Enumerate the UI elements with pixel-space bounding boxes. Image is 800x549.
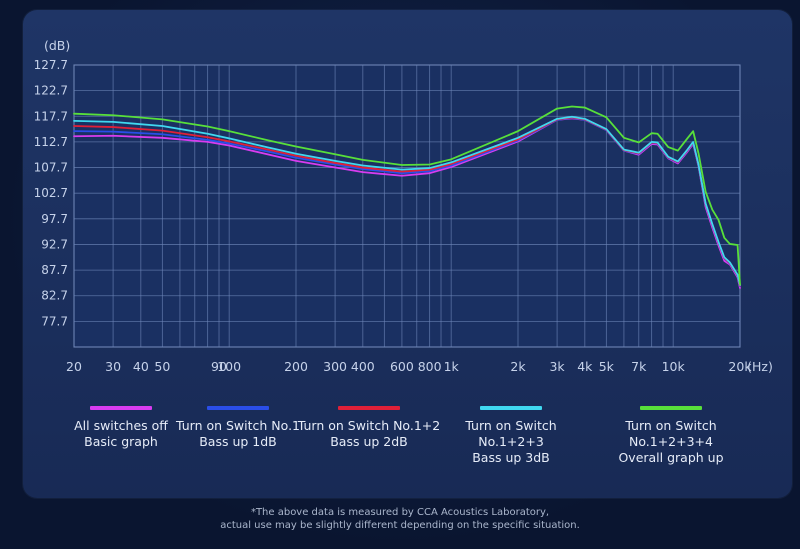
- x-tick-label: 5k: [599, 359, 615, 374]
- y-tick-label: 102.7: [34, 186, 68, 200]
- legend-item-switch1234: Turn on Switch No.1+2+3+4 Overall graph …: [591, 400, 751, 466]
- legend-item-switch12: Turn on Switch No.1+2 Bass up 2dB: [289, 400, 449, 450]
- plot-area: [73, 64, 741, 348]
- footnote-line-2: actual use may be slightly different dep…: [220, 520, 580, 531]
- legend-label: Turn on Switch No.1+2+3+4 Overall graph …: [618, 418, 724, 465]
- x-tick-label: 800: [418, 359, 442, 374]
- y-tick-label: 127.7: [34, 58, 68, 72]
- y-axis-label: (dB): [44, 38, 70, 53]
- legend-label: All switches off Basic graph: [74, 418, 168, 449]
- x-tick-label: 1k: [444, 359, 460, 374]
- legend-label: Turn on Switch No.1+2+3 Bass up 3dB: [465, 418, 557, 465]
- x-axis-label: (Hz): [747, 359, 773, 374]
- legend-label: Turn on Switch No.1 Bass up 1dB: [175, 418, 301, 449]
- legend-item-basic: All switches off Basic graph: [41, 400, 201, 450]
- series-line-4: [73, 115, 741, 286]
- x-tick-label: 4k: [577, 359, 593, 374]
- y-tick-label: 122.7: [34, 84, 68, 98]
- legend-label: Turn on Switch No.1+2 Bass up 2dB: [297, 418, 441, 449]
- x-tick-label: 40: [133, 359, 149, 374]
- x-tick-label: 10k: [662, 359, 686, 374]
- x-tick-label: 50: [154, 359, 170, 374]
- legend-swatch: [640, 406, 702, 410]
- x-tick-label: 20k: [728, 359, 752, 374]
- y-tick-label: 112.7: [34, 135, 68, 149]
- legend-item-switch1: Turn on Switch No.1 Bass up 1dB: [158, 400, 318, 450]
- series-line-5: [73, 105, 741, 286]
- frequency-response-chart: 127.7 122.7 117.7 112.7 107.7 102.7 97.7 92.7 87…: [34, 38, 773, 374]
- y-tick-label: 82.7: [41, 289, 68, 303]
- legend-swatch: [480, 406, 542, 410]
- x-tick-label: 400: [351, 359, 375, 374]
- x-tick-label: 100: [217, 359, 241, 374]
- x-tick-label: 300: [323, 359, 347, 374]
- x-tick-label: 600: [390, 359, 414, 374]
- footnote: *The above data is measured by CCA Acous…: [0, 506, 800, 532]
- legend-swatch: [338, 406, 400, 410]
- y-tick-label: 107.7: [34, 161, 68, 175]
- legend-swatch: [90, 406, 152, 410]
- x-tick-label: 3k: [549, 359, 565, 374]
- x-tick-label: 30: [105, 359, 121, 374]
- y-tick-label: 97.7: [41, 212, 68, 226]
- x-tick-label: 20: [66, 359, 82, 374]
- y-tick-label: 92.7: [41, 237, 68, 251]
- legend: All switches off Basic graph Turn on Swi…: [0, 400, 800, 465]
- x-tick-label: 7k: [631, 359, 647, 374]
- y-tick-label: 87.7: [41, 263, 68, 277]
- x-tick-label: 2k: [510, 359, 526, 374]
- legend-item-switch123: Turn on Switch No.1+2+3 Bass up 3dB: [431, 400, 591, 466]
- y-tick-label: 117.7: [34, 109, 68, 123]
- legend-swatch: [207, 406, 269, 410]
- x-tick-label: 90: [211, 359, 227, 374]
- y-tick-label: 77.7: [41, 314, 68, 328]
- x-tick-label: 200: [284, 359, 308, 374]
- footnote-line-1: *The above data is measured by CCA Acous…: [250, 507, 550, 518]
